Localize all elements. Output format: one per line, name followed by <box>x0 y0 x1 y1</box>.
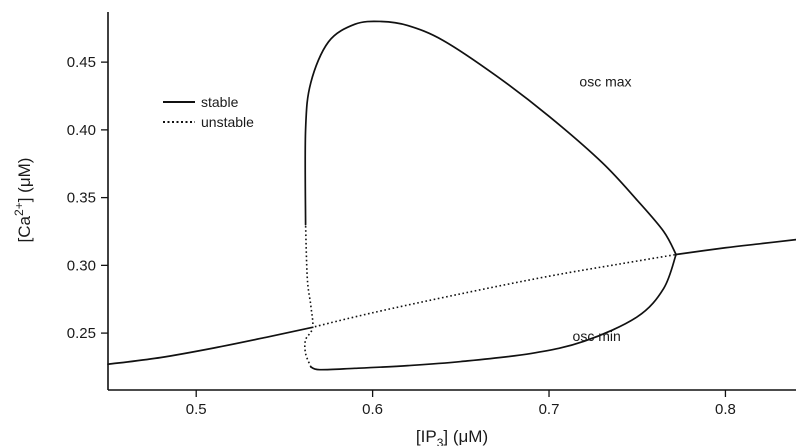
y-tick-label: 0.40 <box>67 122 96 139</box>
y-tick-label: 0.35 <box>67 190 96 207</box>
unstable-branch-line-5 <box>304 224 314 368</box>
annotation-osc-max: osc max <box>579 74 631 90</box>
annotations: osc max osc min <box>573 74 632 345</box>
annotation-osc-min: osc min <box>573 328 621 344</box>
stable-branch-line-2 <box>675 238 796 256</box>
legend-stable-label: stable <box>201 94 239 110</box>
y-tick-label: 0.45 <box>67 54 96 71</box>
unstable-branch-line-1 <box>310 253 677 329</box>
x-tick-label: 0.8 <box>715 401 736 418</box>
x-tick-label: 0.5 <box>186 401 207 418</box>
x-axis-title: [IP3] (μM) <box>416 427 488 446</box>
stable-branch-line-0 <box>107 326 312 366</box>
stable-branch-line-4 <box>310 253 677 371</box>
series-layer <box>107 20 796 371</box>
stable-branch-line-3 <box>304 20 677 256</box>
axes <box>107 12 796 391</box>
legend-unstable-label: unstable <box>201 114 254 130</box>
ticks: 0.5 0.6 0.7 0.8 0.25 0.30 0.35 0.40 0.45 <box>67 54 736 418</box>
y-tick-label: 0.30 <box>67 257 96 274</box>
legend: stable unstable <box>163 94 254 130</box>
y-axis-title: [Ca2+] (μM) <box>12 158 34 243</box>
y-tick-label: 0.25 <box>67 325 96 342</box>
x-tick-label: 0.7 <box>539 401 560 418</box>
x-tick-label: 0.6 <box>362 401 383 418</box>
